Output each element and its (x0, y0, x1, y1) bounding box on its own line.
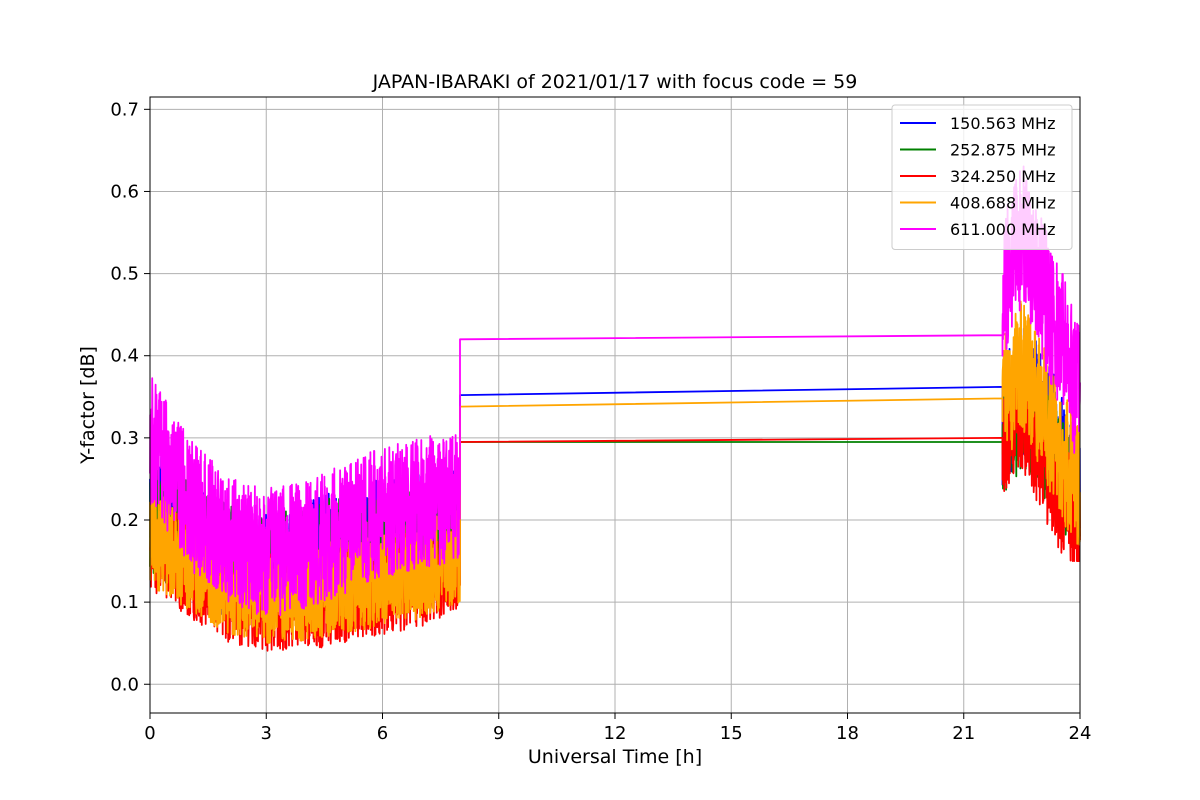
chart-title: JAPAN-IBARAKI of 2021/01/17 with focus c… (372, 71, 858, 93)
x-tick-label: 12 (604, 723, 627, 744)
x-tick-label: 24 (1069, 723, 1092, 744)
legend: 150.563 MHz 252.875 MHz 324.250 MHz 408.688… (891, 104, 1073, 250)
y-tick-label: 0.2 (110, 510, 139, 531)
x-tick-label: 21 (952, 723, 975, 744)
x-axis: 0 3 6 9 12 15 18 21 24 (144, 713, 1091, 744)
x-tick-label: 18 (836, 723, 859, 744)
legend-label: 408.688 MHz (950, 194, 1055, 213)
y-tick-label: 0.4 (110, 346, 139, 367)
legend-label: 611.000 MHz (950, 220, 1055, 239)
y-tick-label: 0.3 (110, 428, 139, 449)
y-tick-label: 0.1 (110, 592, 139, 613)
y-tick-label: 0.0 (110, 674, 139, 695)
x-tick-label: 3 (261, 723, 272, 744)
legend-label: 324.250 MHz (950, 167, 1055, 186)
legend-box (891, 104, 1073, 250)
x-tick-label: 15 (720, 723, 743, 744)
y-tick-label: 0.6 (110, 181, 139, 202)
x-tick-label: 9 (493, 723, 504, 744)
y-tick-label: 0.7 (110, 99, 139, 120)
y-axis-label: Y-factor [dB] (77, 346, 99, 465)
legend-label: 150.563 MHz (950, 114, 1055, 133)
x-tick-label: 0 (144, 723, 155, 744)
y-tick-label: 0.5 (110, 264, 139, 285)
legend-label: 252.875 MHz (950, 141, 1055, 160)
x-tick-label: 6 (377, 723, 388, 744)
x-axis-label: Universal Time [h] (528, 746, 702, 768)
y-axis: 0.0 0.1 0.2 0.3 0.4 0.5 0.6 0.7 (110, 99, 150, 695)
